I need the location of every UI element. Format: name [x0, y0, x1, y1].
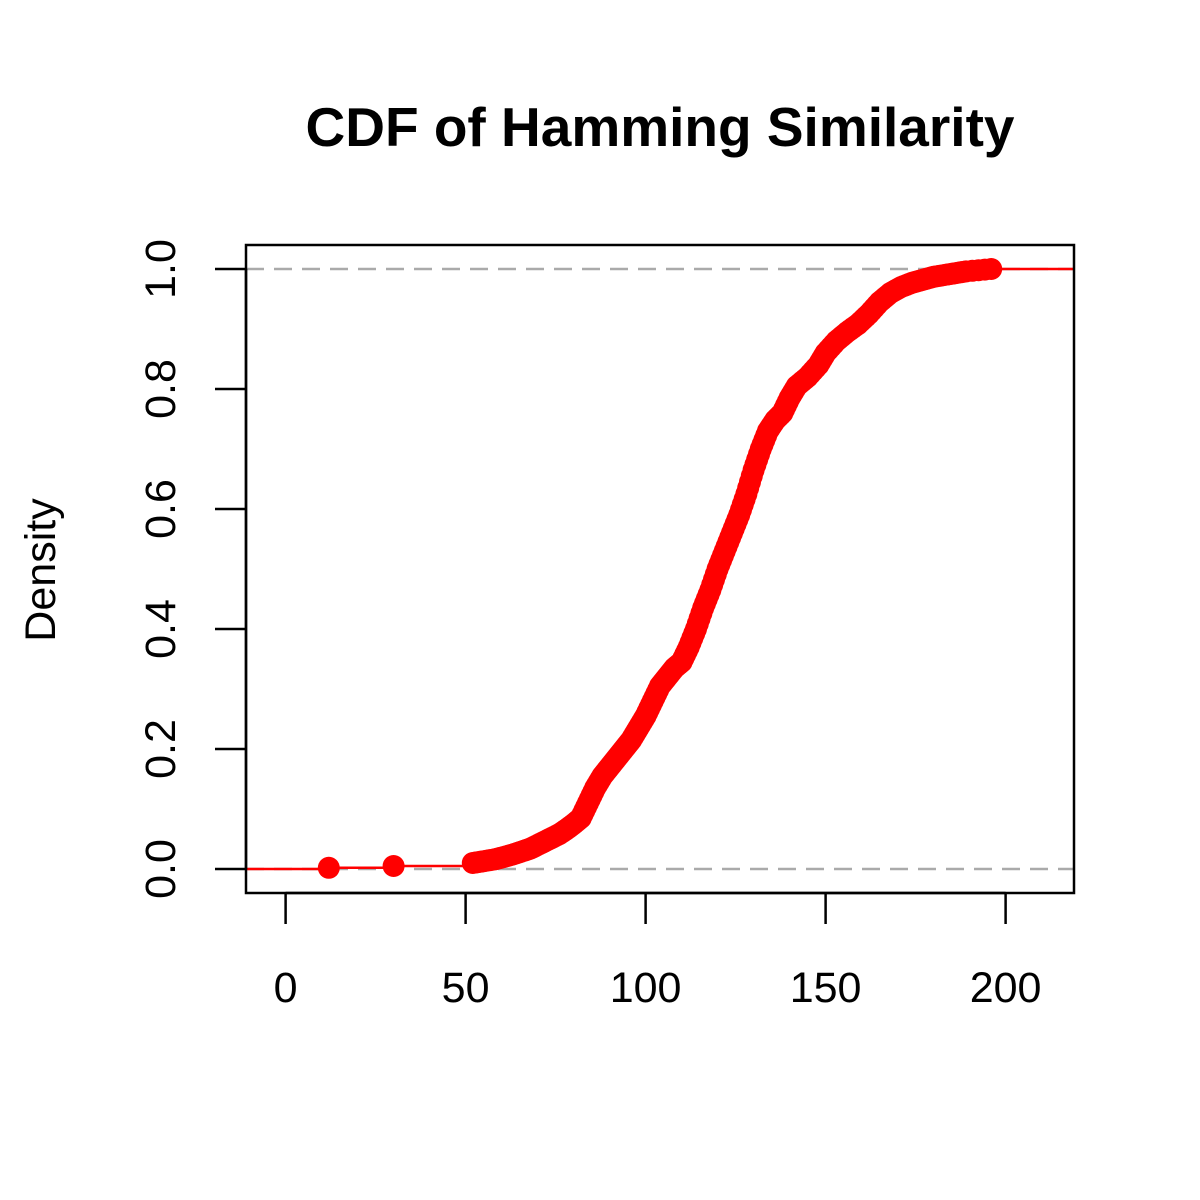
- y-tick-label: 0.0: [137, 839, 185, 899]
- data-points: [317, 258, 1003, 879]
- reference-lines: [246, 267, 1074, 871]
- chart-title: CDF of Hamming Similarity: [306, 96, 1015, 158]
- data-point: [677, 636, 700, 658]
- data-point: [685, 618, 707, 640]
- data-point: [742, 459, 765, 481]
- data-point: [317, 856, 340, 879]
- data-point: [735, 483, 758, 505]
- x-axis: 0 50 100 150 200: [274, 891, 1042, 1012]
- x-tick-label: 150: [790, 964, 862, 1012]
- y-tick-label: 0.2: [137, 719, 185, 779]
- y-axis-label: Density: [17, 498, 65, 642]
- x-tick-label: 0: [274, 964, 298, 1012]
- data-point: [749, 438, 772, 460]
- y-tick-label: 1.0: [137, 239, 185, 299]
- data-point: [980, 258, 1003, 280]
- x-tick-label: 100: [610, 964, 682, 1012]
- plot-frame: [244, 243, 1076, 895]
- y-tick-label: 0.4: [137, 599, 185, 659]
- data-point: [382, 855, 405, 877]
- data-point: [692, 597, 715, 619]
- data-point: [721, 522, 743, 544]
- y-tick-label: 0.8: [137, 359, 185, 419]
- x-tick-label: 50: [442, 964, 490, 1012]
- cdf-step-line: [246, 267, 1074, 871]
- y-tick-label: 0.6: [137, 479, 185, 539]
- data-point: [955, 260, 977, 283]
- y-axis: 0.0 0.2 0.4 0.6 0.8 1.0: [137, 239, 248, 899]
- data-point: [728, 504, 751, 526]
- data-point: [713, 540, 736, 562]
- x-tick-label: 200: [970, 964, 1042, 1012]
- data-point: [699, 579, 722, 601]
- data-point: [706, 558, 729, 580]
